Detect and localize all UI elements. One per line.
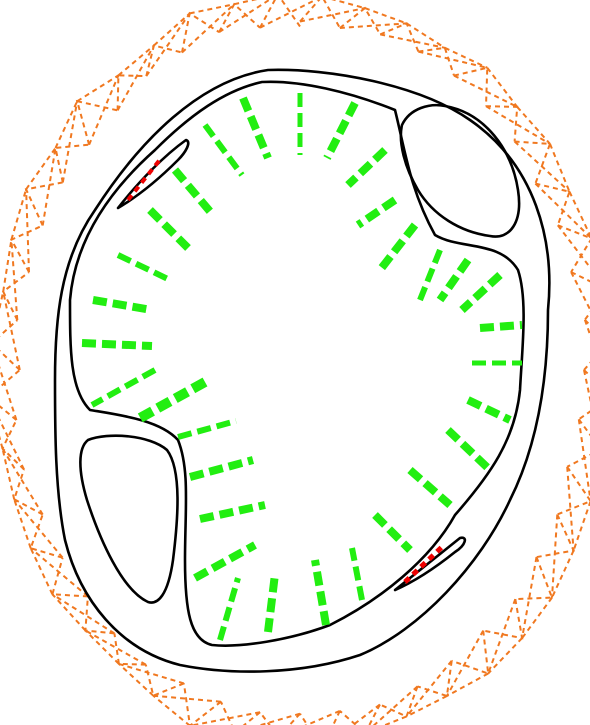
radial-segment-22 xyxy=(445,427,493,473)
radial-segments xyxy=(81,93,523,641)
radial-segment-12 xyxy=(459,272,503,313)
radial-segment-29 xyxy=(264,573,279,633)
lower-left-lobe xyxy=(79,434,179,604)
radial-segment-30 xyxy=(311,559,330,626)
outer-boundary xyxy=(53,68,551,673)
upper-slit-marker xyxy=(126,155,164,202)
radial-segment-21 xyxy=(177,418,237,440)
slit-markers xyxy=(126,155,445,584)
radial-segment-26 xyxy=(372,512,413,553)
lower-right-slit xyxy=(393,536,467,592)
radial-segment-27 xyxy=(193,541,257,582)
radial-segment-5 xyxy=(345,147,388,188)
radial-segment-24 xyxy=(407,466,453,509)
radial-segment-23 xyxy=(188,456,255,481)
radial-segment-8 xyxy=(147,207,191,251)
radial-segment-15 xyxy=(81,339,153,350)
radial-segment-19 xyxy=(137,377,208,423)
radial-segment-16 xyxy=(479,321,523,332)
lower-slit-marker xyxy=(403,544,445,584)
radial-segment-31 xyxy=(349,547,365,601)
radial-segment-28 xyxy=(217,577,241,641)
radial-segment-20 xyxy=(466,396,512,424)
upper-right-lobe xyxy=(399,103,521,238)
radial-segment-1 xyxy=(239,96,272,160)
radial-segment-14 xyxy=(92,296,153,314)
radial-segment-3 xyxy=(323,101,359,160)
radial-segment-10 xyxy=(417,248,443,302)
radial-segment-7 xyxy=(355,196,398,229)
inner-boundary xyxy=(68,80,525,647)
radial-segment-9 xyxy=(376,222,419,273)
radial-segment-11 xyxy=(436,257,472,303)
radial-segment-4 xyxy=(202,123,245,177)
radial-segment-18 xyxy=(90,367,157,408)
radial-segment-6 xyxy=(171,167,217,218)
radial-segment-25 xyxy=(199,501,266,523)
radial-segment-13 xyxy=(116,252,172,283)
